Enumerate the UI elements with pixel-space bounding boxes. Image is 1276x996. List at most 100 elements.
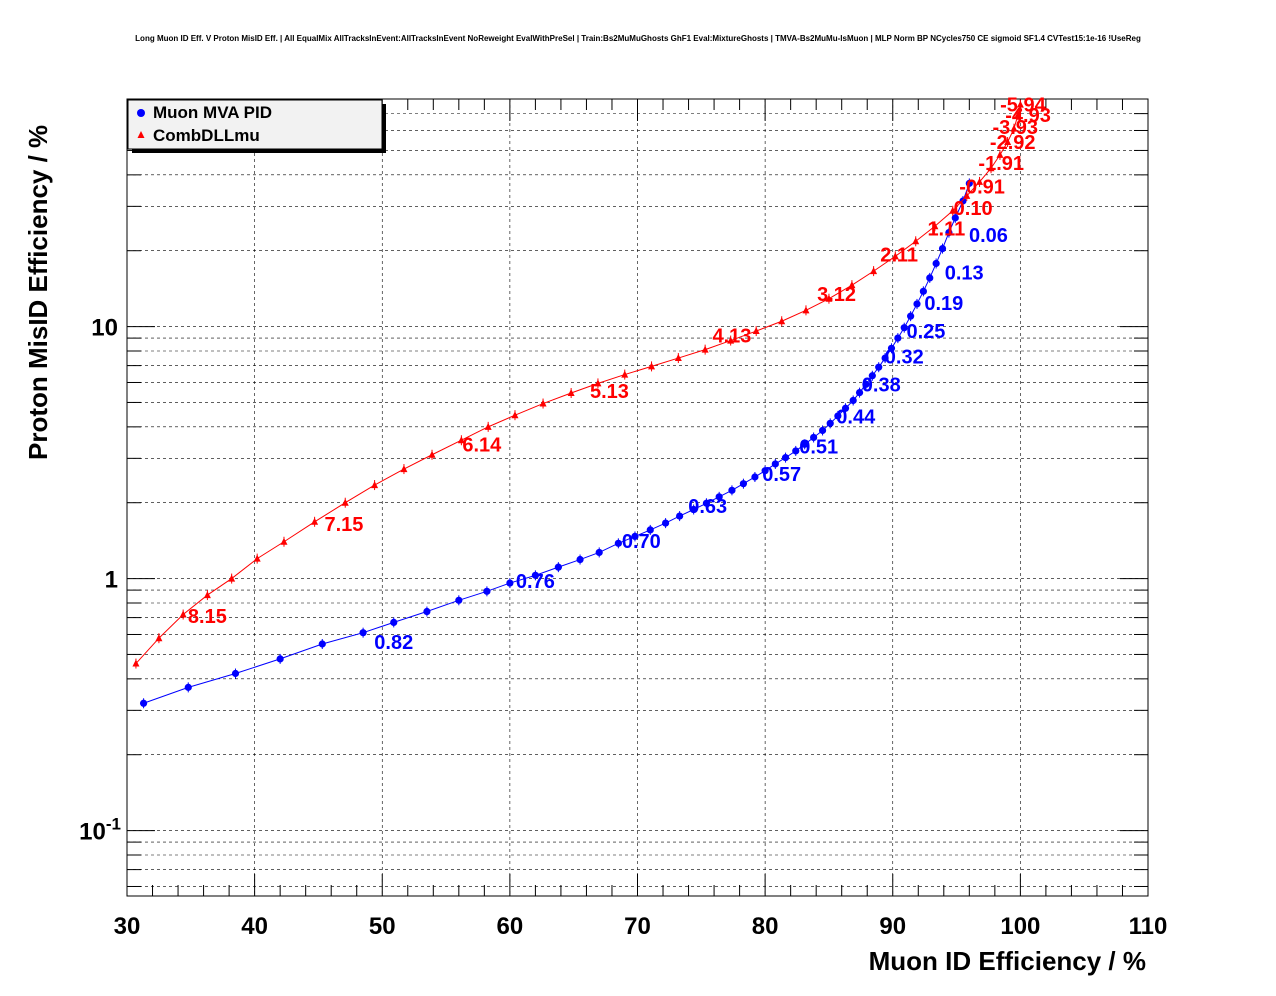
data-point (887, 344, 896, 352)
data-point (674, 354, 682, 362)
point-label: 4.13 (712, 326, 751, 348)
data-point (276, 655, 284, 663)
data-point (539, 399, 547, 407)
point-label: 0.10 (954, 198, 993, 220)
x-axis-tick-labels: 30 40 50 60 70 80 90 100 110 (114, 913, 1168, 940)
data-point (359, 629, 367, 637)
data-point (400, 465, 408, 473)
data-point (531, 571, 540, 579)
data-point (179, 610, 187, 618)
data-point (390, 618, 398, 627)
data-point (646, 526, 654, 534)
point-label: 1.11 (927, 219, 965, 241)
data-point (728, 486, 736, 494)
y-axis-tick-labels: 10-1 1 10 (79, 315, 121, 846)
data-point (715, 493, 723, 501)
legend-label-muon-mva-pid: Muon MVA PID (153, 103, 272, 122)
data-point (228, 574, 236, 582)
data-point (371, 481, 379, 489)
point-label: -3.93 (992, 117, 1038, 139)
data-point (894, 334, 902, 342)
data-point (690, 505, 698, 514)
x-tick-label: 50 (369, 913, 396, 940)
y-tick-label: 1 (105, 567, 118, 594)
point-label: 8.15 (188, 606, 227, 628)
data-point (771, 460, 779, 468)
data-point (802, 306, 810, 314)
data-point (184, 683, 192, 691)
y-tick-label: 10 (91, 315, 118, 342)
data-point (926, 274, 934, 282)
point-label: 0.38 (862, 374, 901, 396)
data-point (963, 191, 971, 199)
data-point (862, 380, 870, 388)
x-tick-label: 110 (1129, 913, 1168, 940)
data-point (727, 336, 735, 344)
axis-ticks (126, 98, 1149, 896)
point-label: 0.25 (906, 321, 945, 343)
point-label: 5.13 (590, 381, 629, 403)
data-point (428, 450, 436, 458)
data-point (511, 411, 519, 419)
data-point (913, 300, 921, 308)
data-point (849, 396, 857, 405)
data-point (841, 404, 850, 412)
series-muon-mva-pid (139, 178, 973, 709)
y-tick-label: 10-1 (79, 815, 121, 846)
data-point (855, 389, 864, 397)
data-point (825, 294, 833, 302)
data-point (900, 324, 908, 332)
data-point (781, 454, 790, 462)
data-point (996, 150, 1004, 158)
data-point (311, 517, 319, 525)
series (132, 99, 1024, 709)
data-point (907, 312, 915, 320)
x-tick-label: 30 (114, 913, 141, 940)
point-label: 3.12 (817, 284, 856, 306)
x-tick-label: 100 (1000, 913, 1040, 940)
data-point (752, 327, 760, 335)
data-point (631, 532, 639, 541)
data-point (848, 281, 856, 289)
point-label: 7.15 (324, 514, 363, 536)
data-point (912, 237, 920, 245)
point-label: 6.14 (462, 435, 502, 457)
data-point (965, 179, 973, 187)
chart-title: Long Muon ID Eff. V Proton MisID Eff. | … (135, 34, 1141, 43)
data-point (761, 467, 769, 475)
point-label: -4.93 (1005, 105, 1051, 127)
data-point (595, 548, 603, 557)
data-point (253, 554, 261, 562)
data-point (1016, 100, 1024, 108)
data-point (875, 363, 883, 371)
data-point (1014, 111, 1022, 119)
data-point (951, 214, 959, 222)
data-point (751, 473, 759, 481)
data-point (1004, 138, 1012, 146)
data-point (868, 372, 876, 380)
data-point (932, 259, 940, 268)
point-label: 0.32 (885, 347, 924, 369)
data-point (457, 436, 465, 444)
data-point (484, 422, 492, 430)
data-point (702, 499, 711, 507)
point-label: 2.11 (880, 245, 918, 267)
data-point (810, 433, 818, 442)
data-point (423, 607, 431, 616)
data-point (949, 206, 957, 214)
data-point (1010, 124, 1018, 132)
data-point (676, 512, 684, 520)
point-annotations: 0.82 0.76 0.70 0.63 0.57 0.51 0.44 0.38 0.32 0.25… (188, 95, 1051, 654)
data-point (945, 229, 953, 237)
data-point (341, 498, 349, 506)
point-label: -1.91 (978, 153, 1024, 175)
point-label: 0.63 (688, 496, 727, 518)
data-point (792, 447, 800, 455)
data-point (778, 317, 786, 325)
legend-marker-combdllmu (137, 131, 145, 138)
data-point (506, 579, 514, 587)
data-point (938, 244, 947, 253)
data-point (155, 634, 163, 642)
data-point (739, 480, 748, 488)
